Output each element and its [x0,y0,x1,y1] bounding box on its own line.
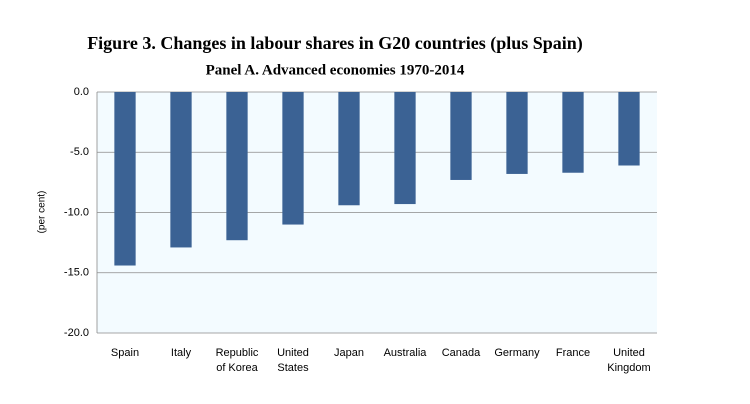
x-tick-label: Australia [384,347,428,359]
y-tick-label: -10.0 [64,206,89,218]
y-tick-label: -5.0 [70,146,89,158]
bar [506,92,528,174]
bar [618,92,640,166]
bar [394,92,416,205]
x-tick-label: France [556,347,590,359]
chart-subtitle: Panel A. Advanced economies 1970-2014 [206,62,465,78]
chart-title: Figure 3. Changes in labour shares in G2… [87,33,583,54]
y-axis-label: (per cent) [37,191,48,234]
bar [170,92,192,248]
bar [282,92,304,225]
bar [450,92,472,180]
bar [226,92,248,241]
bar [114,92,136,266]
x-tick-label: Canada [442,347,481,359]
y-tick-label: 0.0 [74,86,89,98]
x-tick-label: Spain [111,347,139,359]
y-tick-label: -20.0 [64,327,89,339]
x-tick-label: Republic of Korea [216,347,259,374]
x-tick-label: United Kingdom [607,347,650,374]
bar [562,92,584,173]
y-tick-label: -15.0 [64,267,89,279]
x-tick-label: Italy [171,347,192,359]
x-tick-label: United States [277,347,309,374]
bar [338,92,360,206]
x-tick-label: Germany [494,347,540,359]
x-tick-label: Japan [334,347,364,359]
